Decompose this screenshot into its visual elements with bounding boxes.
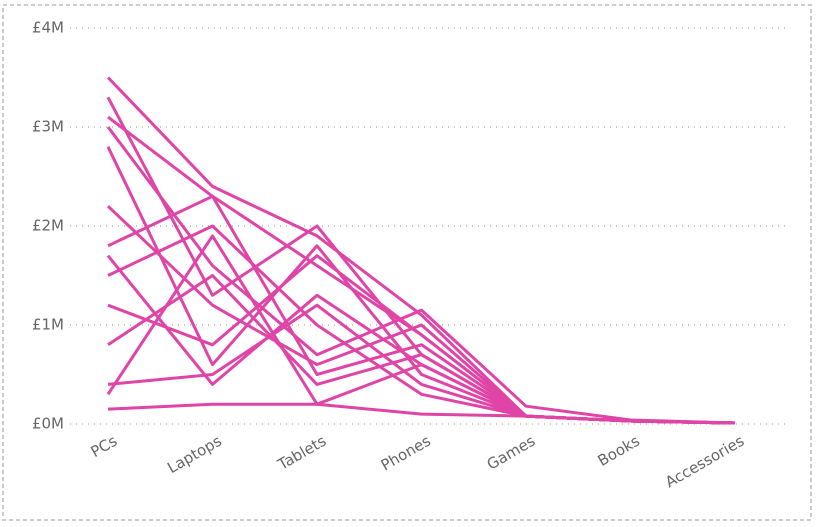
x-tick-label: PCs xyxy=(88,432,121,461)
series-line xyxy=(106,126,736,425)
y-tick-label: £3M xyxy=(32,118,64,136)
y-tick-label: £0M xyxy=(32,415,64,433)
x-tick-label: Games xyxy=(484,432,539,474)
x-tick-label: Laptops xyxy=(164,432,225,477)
y-tick-label: £4M xyxy=(32,19,64,37)
x-tick-label: Books xyxy=(595,432,643,470)
series-line xyxy=(107,274,736,425)
x-tick-label: Accessories xyxy=(662,432,747,492)
x-tick-label: Tablets xyxy=(274,432,329,474)
y-tick-label: £1M xyxy=(32,316,64,334)
visual-border xyxy=(2,4,812,521)
x-tick-label: Phones xyxy=(378,432,434,475)
series-line xyxy=(107,115,736,425)
y-tick-label: £2M xyxy=(32,217,64,235)
